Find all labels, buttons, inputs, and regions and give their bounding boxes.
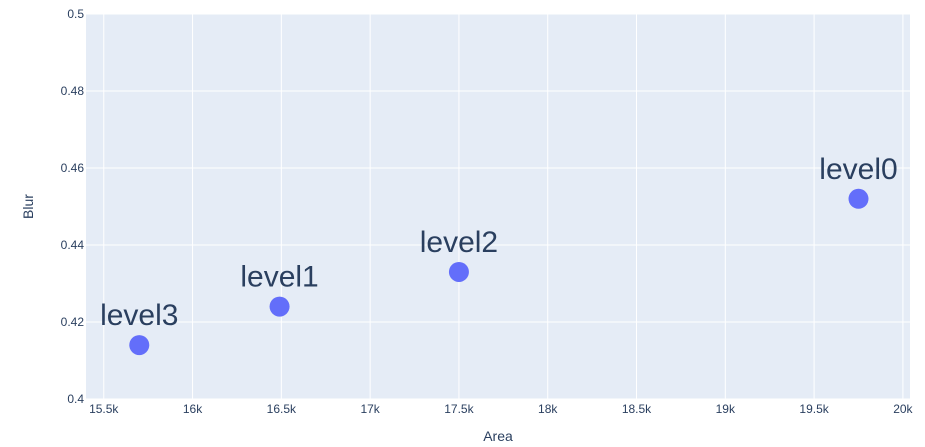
y-axis-ticks: 0.4 0.42 0.44 0.46 0.48 0.5 [61, 7, 85, 406]
point-label: level0 [819, 153, 897, 186]
y-axis-title: Blur [20, 194, 36, 219]
y-tick-label: 0.4 [67, 392, 84, 406]
point-label: level1 [240, 261, 318, 294]
y-tick-label: 0.48 [61, 84, 85, 98]
point-label: level2 [420, 226, 498, 259]
data-points: level0 level1 level2 level3 [100, 153, 898, 356]
x-tick-label: 16k [183, 402, 203, 416]
plot-area [86, 14, 910, 399]
x-axis-title: Area [483, 428, 513, 444]
point-label: level3 [100, 299, 178, 332]
x-axis-ticks: 15.5k 16k 16.5k 17k 17.5k 18k 18.5k 19k 19.5k 20k [89, 402, 913, 416]
y-gridlines [86, 13, 910, 400]
x-tick-label: 18.5k [622, 402, 652, 416]
x-tick-label: 20k [893, 402, 913, 416]
scatter-point [848, 188, 869, 209]
y-tick-label: 0.46 [61, 161, 85, 175]
x-tick-label: 16.5k [267, 402, 297, 416]
x-tick-label: 19.5k [799, 402, 829, 416]
x-gridlines [103, 14, 904, 399]
scatter-point [448, 261, 469, 282]
y-tick-label: 0.44 [61, 238, 85, 252]
x-tick-label: 17k [360, 402, 380, 416]
x-tick-label: 15.5k [89, 402, 119, 416]
scatter-point [269, 296, 290, 317]
scatter-point [129, 335, 150, 356]
y-tick-label: 0.42 [61, 315, 85, 329]
x-tick-label: 19k [716, 402, 736, 416]
x-tick-label: 17.5k [444, 402, 474, 416]
x-tick-label: 18k [538, 402, 558, 416]
y-tick-label: 0.5 [67, 7, 84, 21]
